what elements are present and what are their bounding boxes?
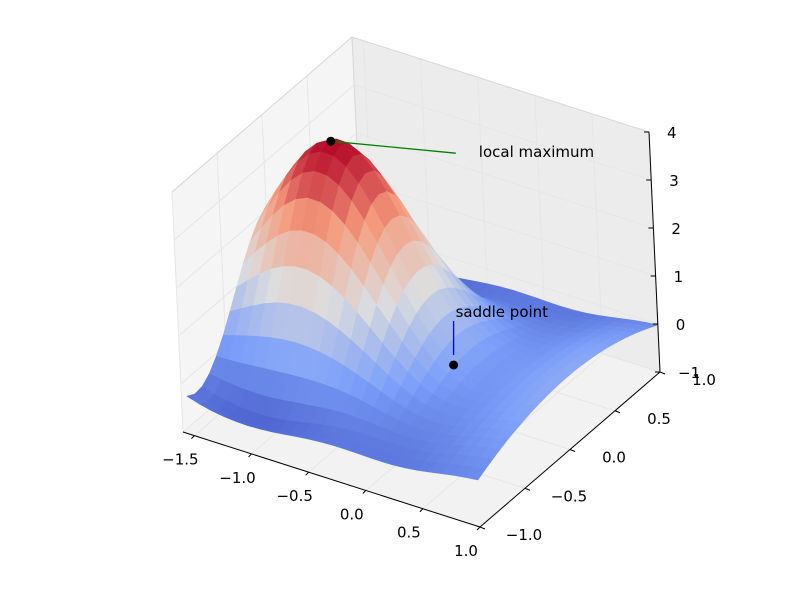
y-tick-mark [659, 371, 666, 375]
z-tick-label: 2 [671, 220, 681, 238]
saddle-point-marker [449, 360, 459, 370]
y-tick-label: −1.0 [506, 526, 542, 544]
z-axis-ticks: −1 0 1 2 3 4 [644, 124, 700, 382]
x-axis-ticks: −1.5 −1.0 −0.5 0.0 0.5 1.0 [162, 435, 481, 560]
y-tick-mark [614, 410, 621, 414]
local-maximum-marker [326, 136, 336, 146]
x-tick-mark [191, 435, 195, 440]
x-tick-mark [476, 526, 481, 531]
y-tick-mark [479, 526, 486, 530]
x-tick-mark [248, 453, 252, 458]
z-tick-label: 4 [667, 124, 677, 142]
y-axis-ticks: −1.0 −0.5 0.0 0.5 1.0 [479, 371, 716, 544]
z-axis-line [648, 131, 661, 373]
local-maximum-leader-line [330, 140, 456, 154]
y-tick-label: 0.5 [647, 410, 671, 428]
z-tick-label: 0 [676, 316, 686, 334]
x-tick-label: 0.0 [340, 506, 364, 524]
y-tick-label: −0.5 [551, 487, 587, 505]
annotation-saddle-point: saddle point [449, 303, 548, 370]
y-tick-label: 1.0 [692, 371, 716, 389]
z-tick-label: 3 [669, 172, 679, 190]
y-tick-label: 0.0 [602, 449, 626, 467]
annotation-local-maximum: local maximum [326, 136, 594, 161]
y-tick-mark [524, 487, 531, 491]
x-axis-line [182, 431, 481, 528]
x-tick-label: −1.0 [219, 469, 255, 487]
z-tick-label: 1 [674, 268, 684, 286]
surface-mesh [186, 138, 659, 481]
x-tick-mark [305, 471, 310, 476]
saddle-point-label: saddle point [456, 303, 549, 321]
local-maximum-label: local maximum [479, 143, 594, 161]
surface-facet [465, 466, 486, 481]
x-tick-label: 0.5 [397, 524, 421, 542]
y-tick-mark [569, 449, 576, 452]
x-tick-label: 1.0 [454, 542, 478, 560]
x-tick-mark [362, 490, 367, 494]
z-tick-label: −1 [678, 364, 700, 382]
x-tick-label: −1.5 [162, 451, 198, 469]
x-tick-label: −0.5 [276, 487, 312, 505]
x-tick-mark [419, 508, 424, 513]
